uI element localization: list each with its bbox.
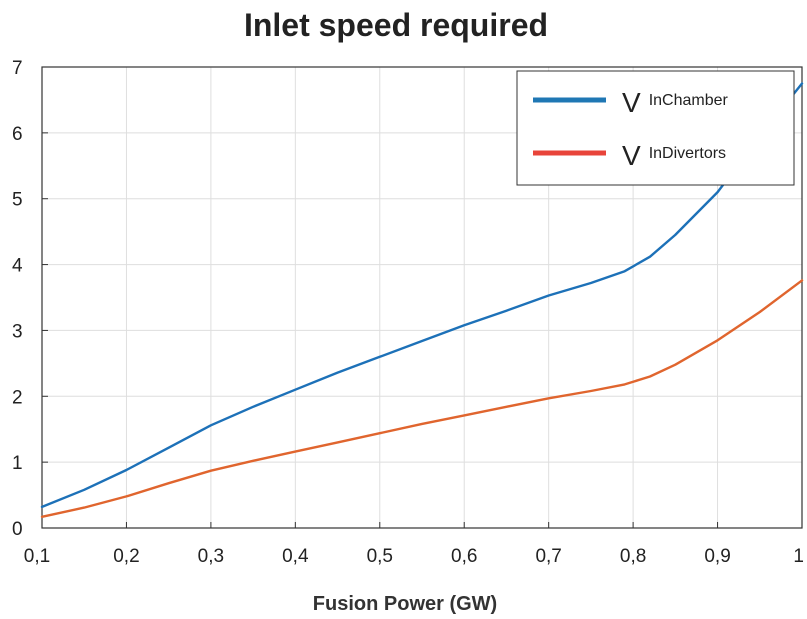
- plot-frame: [41, 66, 803, 529]
- series-line-2: [40, 279, 804, 518]
- x-tick-label: 0,9: [704, 546, 730, 567]
- x-axis-label: Fusion Power (GW): [313, 593, 497, 615]
- series-lines: [40, 82, 804, 518]
- y-tick-label: 2: [12, 387, 23, 408]
- y-tick-label: 6: [12, 124, 23, 145]
- x-axis-ticks: 0,1 0,2 0,3 0,4 0,5 0,6 0,7 0,8 0,9 1: [24, 522, 804, 567]
- x-tick-label: 0,1: [24, 546, 50, 567]
- y-tick-label: 1: [12, 453, 23, 474]
- series-line-1: [40, 82, 804, 509]
- y-tick-label: 5: [12, 190, 23, 211]
- x-tick-label: 0,5: [367, 546, 393, 567]
- y-axis-ticks: 0 1 2 3 4 5 6 7: [12, 58, 48, 540]
- legend-label-2: V InDivertors: [622, 140, 726, 171]
- legend-box: [516, 70, 795, 186]
- y-tick-label: 3: [12, 321, 23, 342]
- y-tick-label: 4: [12, 256, 23, 277]
- legend-items: V InChamber V InDivertors: [533, 87, 729, 171]
- legend-label-1: V InChamber: [622, 87, 729, 118]
- x-tick-label: 0,7: [535, 546, 561, 567]
- x-tick-label: 0,4: [282, 546, 309, 567]
- legend-symbol: V: [622, 140, 641, 171]
- x-tick-label: 0,8: [620, 546, 646, 567]
- y-tick-label: 7: [12, 58, 23, 79]
- x-tick-label: 0,6: [451, 546, 477, 567]
- x-tick-label: 0,2: [113, 546, 139, 567]
- y-tick-label: 0: [12, 519, 23, 540]
- x-tick-label: 0,3: [198, 546, 224, 567]
- x-tick-label: 1: [793, 546, 804, 567]
- chart-title: Inlet speed required: [244, 7, 548, 43]
- legend-subscript: InDivertors: [649, 145, 726, 162]
- legend-subscript: InChamber: [649, 92, 729, 109]
- legend: V InChamber V InDivertors: [516, 70, 795, 186]
- legend-symbol: V: [622, 87, 641, 118]
